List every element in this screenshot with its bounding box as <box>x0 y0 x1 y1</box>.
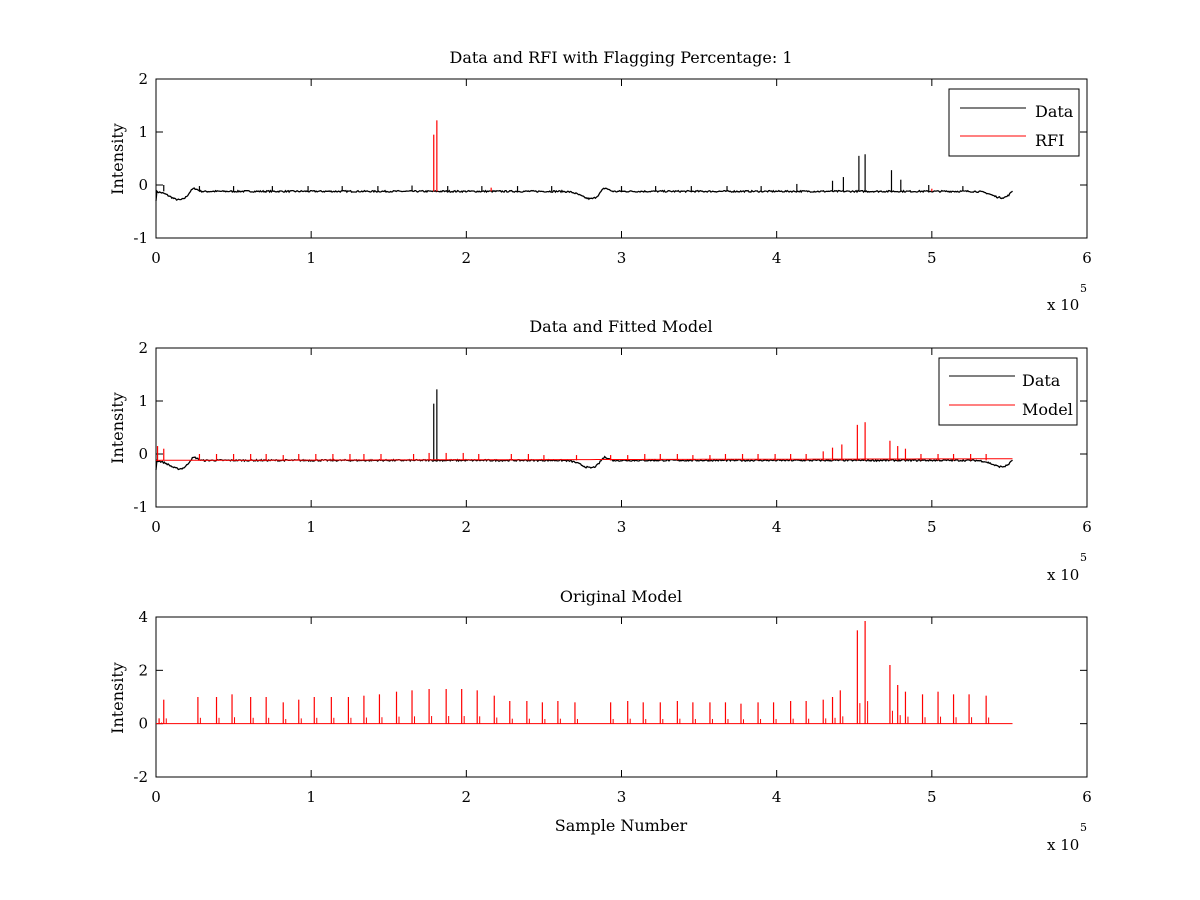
x-tick-label: 1 <box>306 788 316 806</box>
y-tick-label: 0 <box>138 445 148 463</box>
y-axis-label: Intensity <box>108 123 127 195</box>
plot-area <box>155 78 1088 239</box>
x-tick-label: 4 <box>772 518 782 536</box>
y-tick-label: 1 <box>138 392 148 410</box>
legend-box <box>948 88 1080 157</box>
legend-box <box>938 357 1078 426</box>
plot-area <box>155 616 1088 778</box>
x-tick-label: 4 <box>772 788 782 806</box>
data-line <box>155 187 1013 201</box>
legend: Data Model <box>938 357 1078 426</box>
x-axis-multiplier-base: x 10 <box>1047 566 1079 584</box>
legend-label-rfi: RFI <box>1035 131 1064 150</box>
y-tick-label: 0 <box>138 715 148 733</box>
chart-title: Data and RFI with Flagging Percentage: 1 <box>449 48 792 67</box>
x-axis-multiplier-exponent: 5 <box>1080 821 1087 834</box>
legend: Data RFI <box>948 88 1080 157</box>
x-tick-label: 6 <box>1082 518 1092 536</box>
x-tick-label: 1 <box>306 518 316 536</box>
x-tick-label: 0 <box>151 249 161 267</box>
x-axis-multiplier-exponent: 5 <box>1080 282 1087 295</box>
x-axis-multiplier-base: x 10 <box>1047 836 1079 854</box>
x-tick-label: 2 <box>462 788 472 806</box>
y-tick-label: 1 <box>138 123 148 141</box>
series-model <box>156 621 1013 725</box>
x-axis-multiplier-base: x 10 <box>1047 296 1079 314</box>
x-tick-label: 6 <box>1082 249 1092 267</box>
legend-label-data: Data <box>1022 371 1061 390</box>
y-tick-label: 4 <box>138 608 148 626</box>
series-rfi <box>433 120 933 192</box>
x-axis-label: Sample Number <box>555 816 688 835</box>
x-tick-label: 0 <box>151 518 161 536</box>
x-tick-label: 0 <box>151 788 161 806</box>
chart-title: Data and Fitted Model <box>529 317 712 336</box>
y-tick-label: -2 <box>133 768 148 786</box>
chart-title: Original Model <box>560 587 682 606</box>
x-tick-label: 5 <box>927 249 937 267</box>
x-tick-label: 3 <box>617 249 627 267</box>
x-tick-label: 6 <box>1082 788 1092 806</box>
legend-label-model: Model <box>1022 400 1073 419</box>
series-model <box>155 422 1013 461</box>
legend-label-data: Data <box>1035 102 1074 121</box>
plot-area <box>155 347 1088 508</box>
x-tick-label: 2 <box>462 518 472 536</box>
x-tick-label: 3 <box>617 518 627 536</box>
x-tick-label: 5 <box>927 788 937 806</box>
y-tick-label: -1 <box>133 229 148 247</box>
x-tick-label: 1 <box>306 249 316 267</box>
y-tick-label: 2 <box>138 70 148 88</box>
y-tick-label: 2 <box>138 339 148 357</box>
x-tick-label: 2 <box>462 249 472 267</box>
y-axis-label: Intensity <box>108 662 127 734</box>
x-tick-label: 3 <box>617 788 627 806</box>
x-axis-multiplier-exponent: 5 <box>1080 551 1087 564</box>
series-data <box>155 154 1013 201</box>
y-tick-label: 2 <box>138 661 148 679</box>
x-tick-label: 4 <box>772 249 782 267</box>
y-tick-label: 0 <box>138 176 148 194</box>
x-tick-label: 5 <box>927 518 937 536</box>
y-tick-label: -1 <box>133 498 148 516</box>
y-axis-label: Intensity <box>108 392 127 464</box>
